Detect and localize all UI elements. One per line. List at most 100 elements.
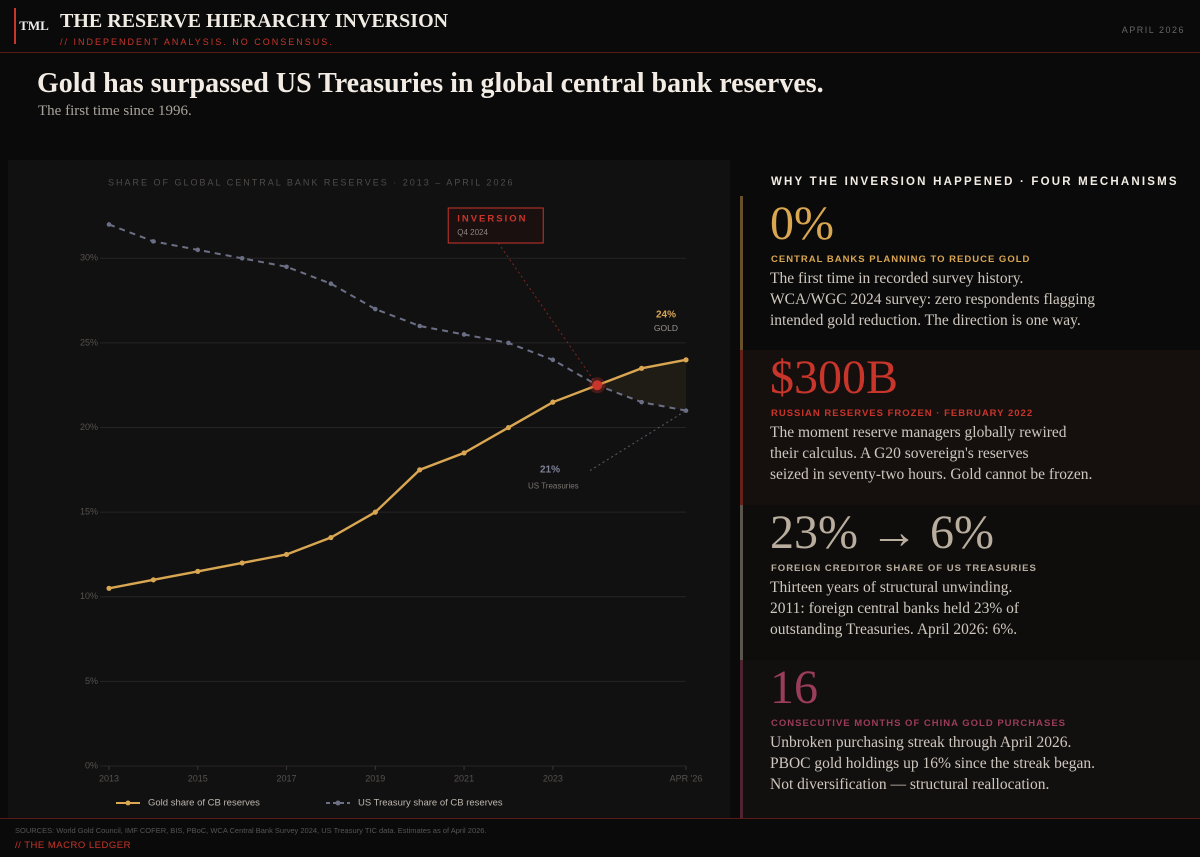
description: Thirteen years of structural unwinding. 2… [770,577,1019,640]
point [283,551,290,558]
gap-area [597,359,686,411]
header-title: THE RESERVE HIERARCHY INVERSION [60,10,449,32]
point [106,585,112,591]
description-line: their calculus. A G20 sovereign's reserv… [770,445,1029,462]
accent-bar [740,660,743,818]
description: The first time in recorded survey histor… [770,268,1095,331]
point [239,256,245,261]
logo: TML [14,8,52,44]
end-note: US Treasuries [528,482,579,491]
accent-bar [740,196,743,350]
stat-label: CONSECUTIVE MONTHS OF CHINA GOLD PURCHAS… [771,718,1066,729]
sources: SOURCES: World Gold Council, IMF COFER, … [15,826,487,835]
leader-line [589,410,687,472]
chart-panel [8,160,730,818]
y-tick-label: 30% [80,253,98,263]
header-date: APRIL 2026 [1121,25,1185,35]
y-tick-label: 25% [80,337,98,347]
x-tick-label: APR '26 [670,773,703,783]
description-line: 2011: foreign central banks held 23% of [770,600,1020,617]
mechanism: 16 CONSECUTIVE MONTHS OF CHINA GOLD PURCH… [740,660,1200,818]
chart: SHARE OF GLOBAL CENTRAL BANK RESERVES · … [80,177,703,809]
point [106,222,112,227]
description-line: WCA/WGC 2024 survey: zero respondents fl… [770,291,1096,308]
description-line: outstanding Treasuries. April 2026: 6%. [770,621,1018,638]
legend-label: Gold share of CB reserves [148,798,260,809]
x-tick-label: 2013 [99,773,119,783]
x-tick-label: 2015 [188,773,208,783]
point [639,399,644,405]
point [284,264,289,270]
stat: $300B [770,351,899,404]
series-line [108,358,687,590]
y-tick-label: 5% [85,676,98,686]
point [328,534,334,541]
stat-label: FOREIGN CREDITOR SHARE OF US TREASURIES [771,563,1037,574]
mechanisms-heading: WHY THE INVERSION HAPPENED · FOUR MECHAN… [771,176,1179,188]
accent-bar [740,505,743,660]
end-note: GOLD [654,323,678,333]
point [461,332,467,337]
y-tick-label: 15% [80,507,98,517]
point [506,340,511,346]
end-value-label: 24% [656,309,676,320]
inversion-point [592,380,603,391]
tagline: // INDEPENDENT ANALYSIS. NO CONSENSUS. [60,37,334,47]
x-tick-label: 2019 [365,773,385,783]
stat-label: CENTRAL BANKS PLANNING TO REDUCE GOLD [771,254,1031,265]
point [505,424,512,431]
inversion-label: INVERSION [457,214,527,225]
accent-bar [740,350,743,505]
header-rule [0,52,1200,53]
point [372,509,378,515]
description-line: Not diversification — structural realloc… [770,776,1050,793]
mechanism: 0% CENTRAL BANKS PLANNING TO REDUCE GOLD T… [740,196,1200,350]
x-tick-label: 2023 [543,773,563,783]
point [150,577,156,583]
stat: 0% [770,197,834,250]
end-value-label: 21% [540,464,560,475]
point [328,281,334,286]
mechanisms-panel: WHY THE INVERSION HAPPENED · FOUR MECHAN… [740,160,1200,818]
point [417,467,423,473]
point [151,239,156,244]
point [239,560,245,566]
inversion-box [447,207,544,244]
point [373,306,378,312]
description-line: seized in seventy-two hours. Gold cannot… [770,466,1093,483]
description: Unbroken purchasing streak through April… [770,732,1095,795]
y-tick-label: 0% [85,760,98,770]
legend-label: US Treasury share of CB reserves [358,798,503,809]
point [550,399,556,405]
point [639,365,645,371]
y-tick-label: 20% [80,422,98,432]
stat-label: RUSSIAN RESERVES FROZEN · FEBRUARY 2022 [771,408,1034,419]
series-line [108,223,687,412]
legend-marker [125,800,131,806]
point [683,357,689,363]
stat: 16 [770,661,818,714]
x-tick-label: 2017 [277,773,297,783]
point [550,357,556,363]
point [417,323,422,329]
x-tick-label: 2021 [454,773,474,783]
subheadline: The first time since 1996. [38,103,192,119]
point [195,247,201,253]
description-line: Thirteen years of structural unwinding. [770,579,1013,596]
mechanism: $300B RUSSIAN RESERVES FROZEN · FEBRUARY … [740,350,1200,505]
chart-title: SHARE OF GLOBAL CENTRAL BANK RESERVES · … [108,177,514,187]
description-line: PBOC gold holdings up 16% since the stre… [770,755,1096,772]
point [195,568,201,574]
description: The moment reserve managers globally rew… [770,422,1092,485]
description-line: The first time in recorded survey histor… [770,270,1024,287]
legend-marker [335,800,341,806]
headline: Gold has surpassed US Treasuries in glob… [37,68,824,99]
description-line: intended gold reduction. The direction i… [770,312,1081,329]
stat: 23% → 6% [770,506,994,559]
brand: // THE MACRO LEDGER [15,840,131,851]
description-line: Unbroken purchasing streak through April… [770,734,1072,751]
description-line: The moment reserve managers globally rew… [770,424,1067,441]
inversion-sublabel: Q4 2024 [457,228,488,237]
y-tick-label: 10% [80,591,98,601]
